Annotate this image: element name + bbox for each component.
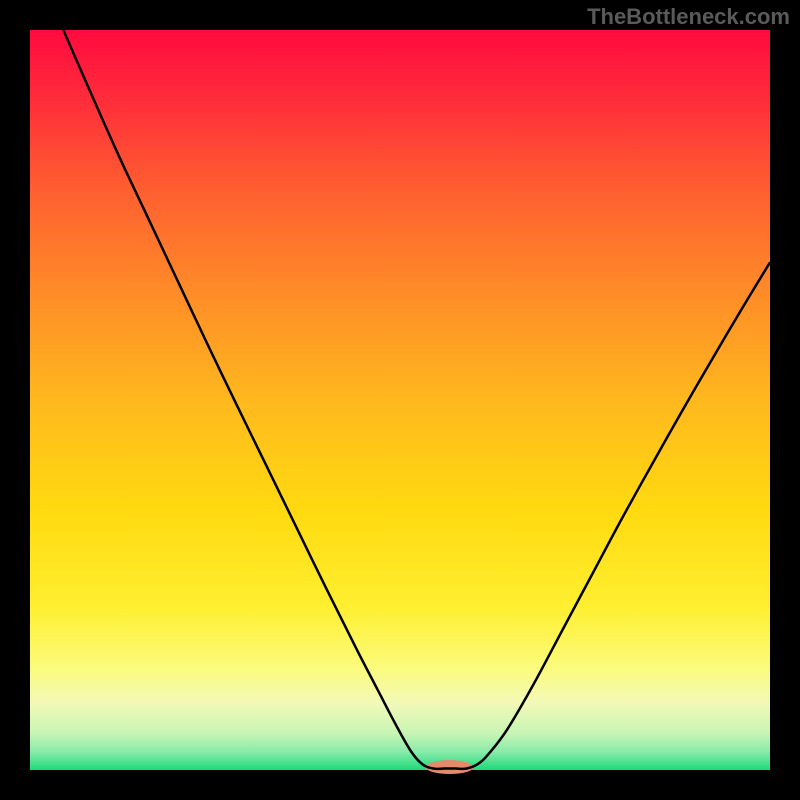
bottleneck-chart: TheBottleneck.com [0,0,800,800]
watermark-text: TheBottleneck.com [587,4,790,30]
minimum-marker [426,760,474,774]
chart-background [30,30,770,770]
chart-svg [0,0,800,800]
